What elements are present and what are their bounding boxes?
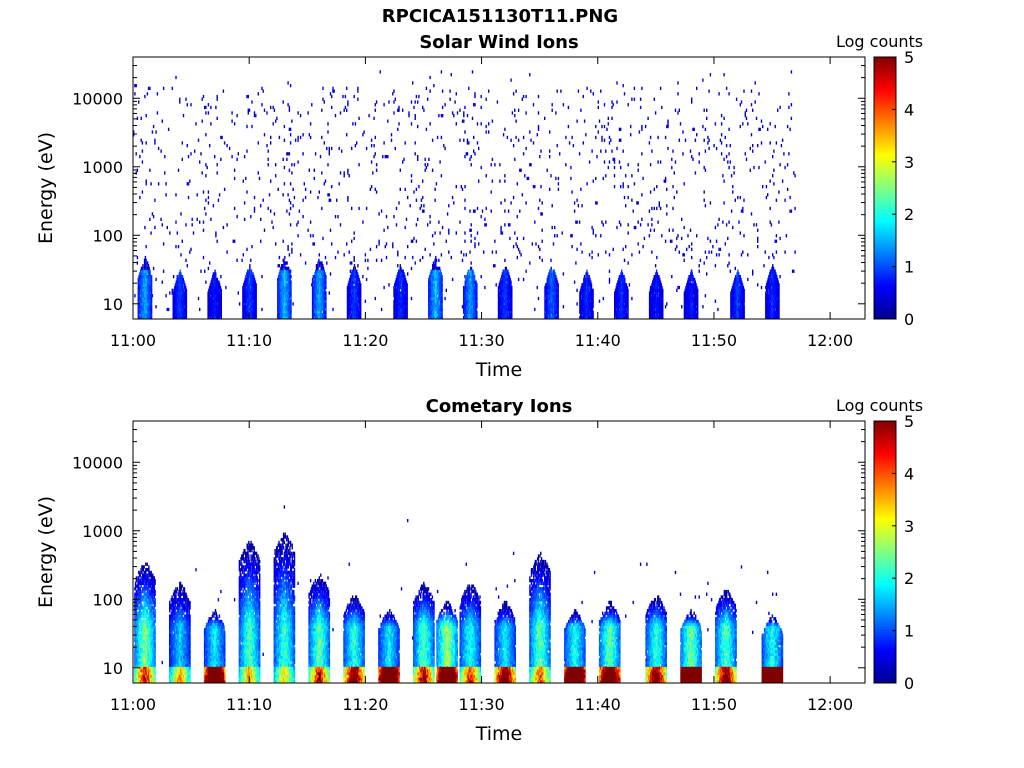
- colorbar-tick-label: 4: [904, 464, 914, 483]
- x-tick-label: 11:30: [459, 695, 505, 714]
- y-tick-label: 1000: [82, 522, 123, 541]
- x-tick-label: 11:50: [691, 331, 737, 350]
- heatmap-cells: [134, 505, 783, 683]
- y-axis-label: Energy (eV): [35, 132, 57, 244]
- colorbar: [874, 57, 896, 319]
- y-tick-label: 10000: [72, 453, 123, 472]
- y-tick-label: 100: [92, 590, 123, 609]
- x-tick-label: 11:20: [342, 695, 388, 714]
- colorbar-tick-label: 3: [904, 153, 914, 172]
- colorbar-tick-label: 1: [904, 258, 914, 277]
- plot-frame: [133, 57, 865, 319]
- colorbar-tick-label: 4: [904, 100, 914, 119]
- colorbar-tick-label: 0: [904, 310, 914, 329]
- x-tick-label: 11:00: [110, 695, 156, 714]
- y-tick-label: 1000: [82, 158, 123, 177]
- colorbar-tick-label: 3: [904, 517, 914, 536]
- heatmap-cells: [133, 70, 796, 319]
- x-axis-label: Time: [475, 359, 523, 381]
- y-tick-label: 10: [103, 295, 123, 314]
- x-tick-label: 11:20: [342, 331, 388, 350]
- colorbar-tick-label: 2: [904, 205, 914, 224]
- x-tick-label: 11:10: [226, 695, 272, 714]
- y-axis-label: Energy (eV): [35, 496, 57, 608]
- x-tick-label: 11:50: [691, 695, 737, 714]
- x-tick-label: 11:30: [459, 331, 505, 350]
- x-tick-label: 12:00: [807, 695, 853, 714]
- y-tick-label: 100: [92, 226, 123, 245]
- y-tick-label: 10: [103, 659, 123, 678]
- x-tick-label: 12:00: [807, 331, 853, 350]
- colorbar-tick-label: 0: [904, 674, 914, 693]
- x-tick-label: 11:10: [226, 331, 272, 350]
- colorbar-tick-label: 2: [904, 569, 914, 588]
- colorbar-tick-label: 5: [904, 412, 914, 431]
- y-tick-label: 10000: [72, 89, 123, 108]
- x-tick-label: 11:00: [110, 331, 156, 350]
- colorbar: [874, 421, 896, 683]
- colorbar-tick-label: 1: [904, 622, 914, 641]
- x-axis-label: Time: [475, 723, 523, 745]
- x-tick-label: 11:40: [575, 331, 621, 350]
- x-tick-label: 11:40: [575, 695, 621, 714]
- colorbar-tick-label: 5: [904, 48, 914, 67]
